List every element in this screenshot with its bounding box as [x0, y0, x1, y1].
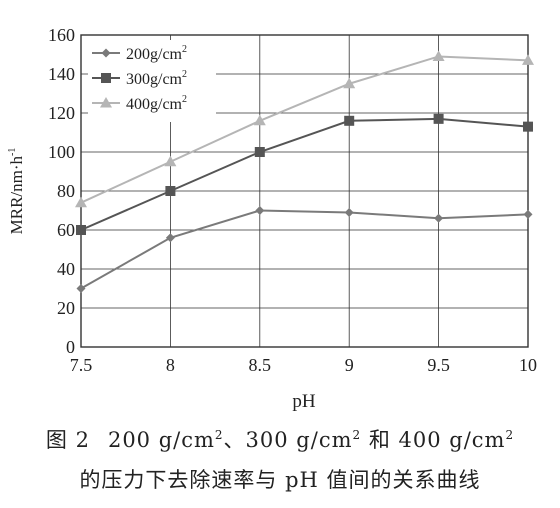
legend-item-0: 200g/cm2: [92, 44, 187, 63]
legend-swatch-marker: [101, 73, 111, 83]
y-tick-label: 40: [57, 259, 75, 279]
y-tick-label: 140: [48, 64, 75, 84]
y-axis-label-sup: -1: [7, 148, 18, 156]
legend-swatch-marker: [101, 48, 111, 58]
caption-part-b: 、300 g/cm: [223, 428, 353, 452]
caption-sup-a: 2: [214, 428, 224, 442]
data-point: [76, 284, 86, 293]
data-point: [432, 50, 445, 61]
caption-sup-b: 2: [352, 428, 362, 442]
legend-swatch-marker: [100, 97, 112, 108]
legend-label-sup: 2: [182, 94, 187, 105]
caption-line-1: 图 2 200 g/cm2、300 g/cm2 和 400 g/cm2: [0, 424, 560, 454]
x-axis-label: pH: [292, 391, 316, 412]
data-point: [344, 207, 354, 217]
legend-label-sup: 2: [182, 44, 187, 55]
y-tick-label: 160: [48, 25, 75, 45]
series-2: [75, 50, 534, 208]
y-tick-label: 100: [48, 142, 75, 162]
caption-line-2: 的压力下去除速率与 pH 值间的关系曲线: [79, 468, 481, 492]
y-tick-label: 120: [48, 103, 75, 123]
data-point: [254, 147, 265, 157]
data-point: [434, 213, 444, 223]
y-tick-label: 80: [57, 181, 75, 201]
x-tick-label: 8.5: [249, 355, 272, 375]
legend-label: 400g/cm2: [126, 94, 187, 113]
series-line: [80, 209, 529, 290]
data-point: [343, 77, 356, 89]
data-point: [164, 155, 177, 167]
y-tick-label: 60: [57, 220, 75, 240]
legend-label: 300g/cm2: [126, 69, 187, 88]
data-point: [255, 206, 265, 215]
legend-label: 200g/cm2: [126, 44, 187, 63]
figure-label: 图 2: [45, 428, 90, 452]
legend-item-2: 400g/cm2: [92, 94, 187, 113]
series-group: [75, 50, 534, 293]
series-0: [76, 206, 533, 293]
y-tick-labels: 0 20 40 60 80 100 120 140 160: [48, 25, 75, 357]
legend-item-1: 300g/cm2: [92, 69, 187, 88]
legend-label-main: 200g/cm: [126, 46, 183, 63]
data-point: [523, 121, 533, 132]
series-line: [80, 117, 529, 231]
x-tick-label: 10: [519, 355, 537, 375]
caption-sup-c: 2: [505, 428, 515, 442]
y-tick-label: 0: [66, 337, 75, 357]
legend-label-sup: 2: [182, 69, 187, 80]
series-line: [80, 55, 529, 204]
data-point: [165, 186, 176, 196]
x-tick-label: 9.5: [427, 355, 450, 375]
y-axis-label: MRR/nm·h-1: [7, 148, 26, 235]
caption-part-a: 200 g/cm: [107, 428, 215, 452]
data-point: [253, 114, 266, 126]
series-1: [76, 113, 533, 235]
x-tick-label: 7.5: [70, 355, 93, 375]
data-point: [433, 113, 444, 124]
y-tick-label: 20: [57, 298, 75, 318]
x-tick-label: 9: [345, 355, 354, 375]
data-point: [523, 209, 533, 219]
data-point: [76, 225, 86, 235]
legend-label-main: 300g/cm: [126, 71, 183, 88]
data-point: [522, 54, 534, 65]
x-tick-labels: 7.5 8 8.5 9 9.5 10: [70, 355, 537, 375]
data-point: [75, 196, 87, 208]
data-point: [344, 115, 355, 126]
x-tick-label: 8: [166, 355, 175, 375]
caption-part-c: 和 400 g/cm: [361, 428, 506, 452]
legend-label-main: 400g/cm: [126, 96, 183, 113]
plot-frame: [80, 34, 529, 348]
y-axis-label-main: MRR/nm·h: [7, 155, 26, 234]
data-point: [165, 233, 175, 243]
